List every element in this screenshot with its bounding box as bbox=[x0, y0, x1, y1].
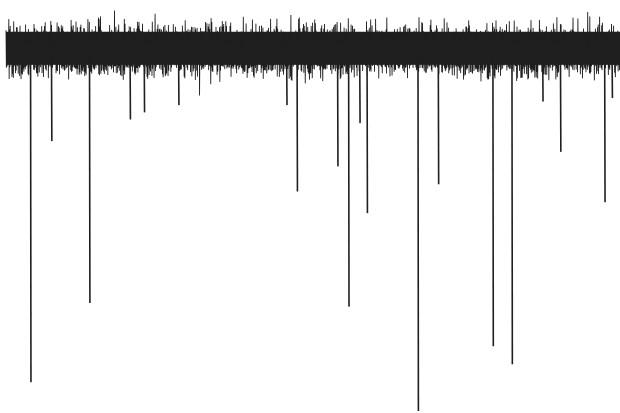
spike-events bbox=[29, 47, 614, 412]
baseline-noise-band bbox=[5, 10, 620, 96]
